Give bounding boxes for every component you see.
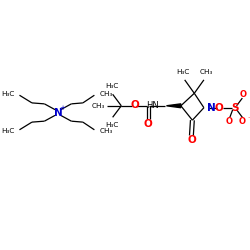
Text: HN: HN [146,101,159,110]
Text: O: O [239,117,246,126]
Text: S: S [231,103,238,113]
Text: O: O [226,117,232,126]
Text: CH₃: CH₃ [99,91,112,97]
Text: H₃C: H₃C [105,122,118,128]
Text: H₃C: H₃C [1,128,15,134]
Text: CH₃: CH₃ [92,103,105,109]
Text: O: O [130,100,139,110]
Text: CH₃: CH₃ [199,69,212,75]
Text: N: N [207,103,216,113]
Text: ⁻: ⁻ [247,116,250,122]
Text: H₃C: H₃C [105,84,118,89]
Text: +: + [60,105,66,111]
Text: H₃C: H₃C [176,69,190,75]
Text: N: N [54,108,62,118]
Text: H₃C: H₃C [1,91,15,97]
Text: O: O [240,90,247,99]
Polygon shape [166,104,181,108]
Text: O: O [215,103,224,113]
Text: O: O [187,135,196,145]
Text: O: O [144,119,152,129]
Text: CH₃: CH₃ [99,128,112,134]
